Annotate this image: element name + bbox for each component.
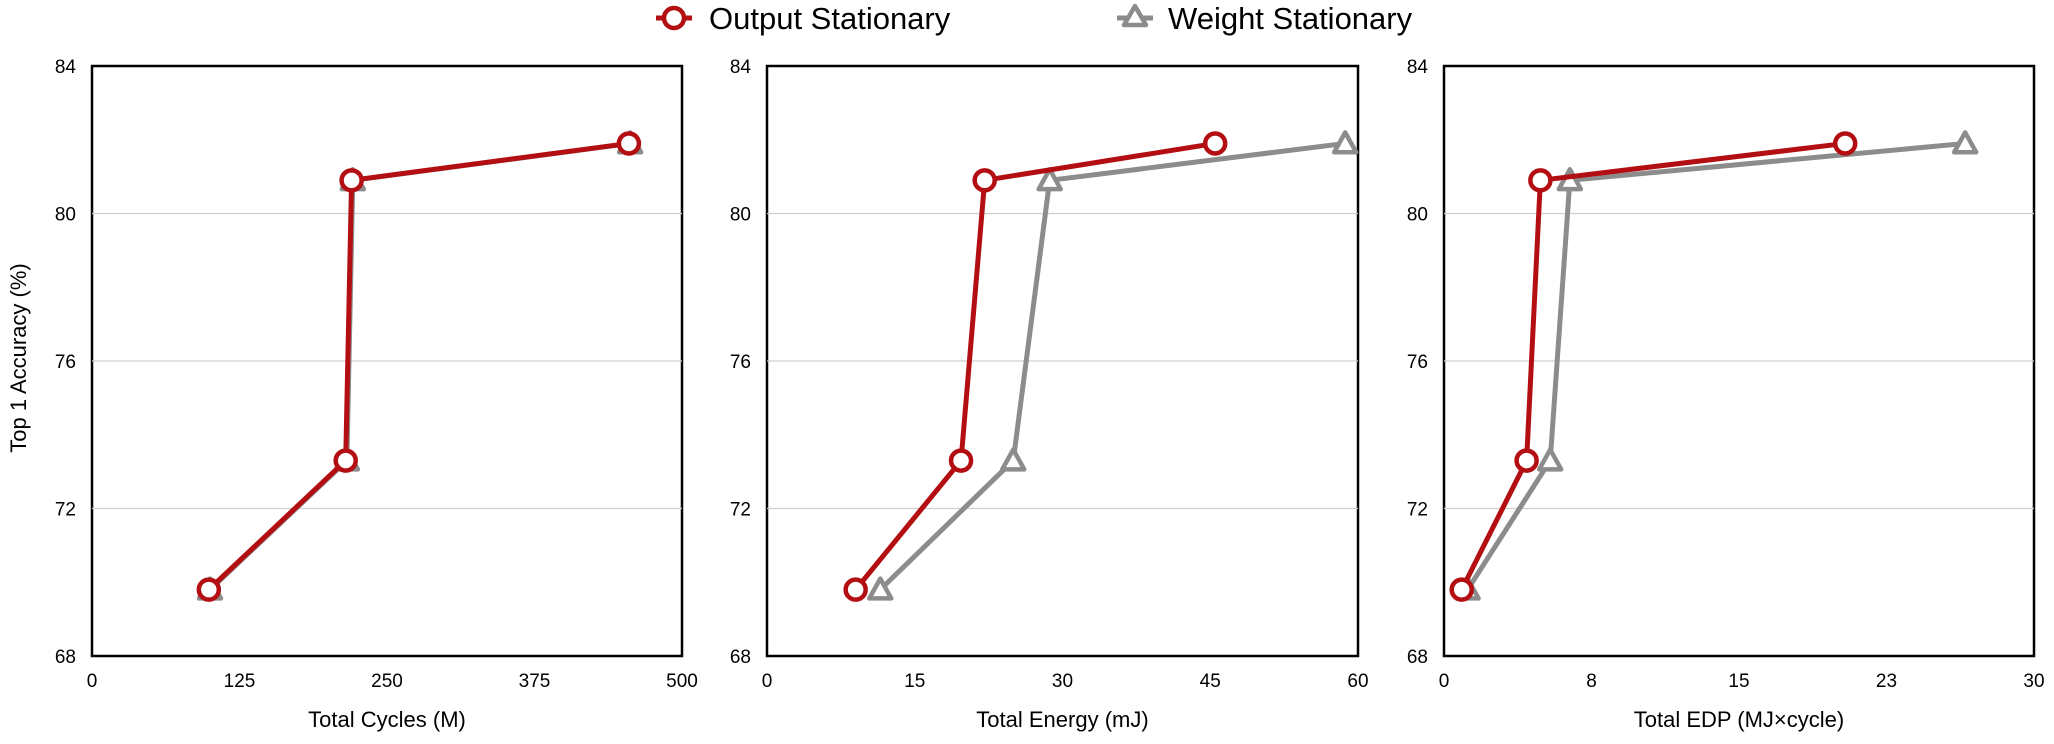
data-point bbox=[1449, 577, 1474, 602]
data-point bbox=[1528, 168, 1553, 193]
data-point bbox=[972, 168, 997, 193]
data-point bbox=[1951, 130, 1979, 155]
x-tick-label: 0 bbox=[87, 671, 98, 692]
series-output-stationary bbox=[1449, 131, 1858, 602]
data-point bbox=[1331, 130, 1359, 155]
y-tick-label: 76 bbox=[1407, 352, 1428, 373]
series-output-stationary bbox=[843, 131, 1228, 602]
x-tick-label: 30 bbox=[2023, 671, 2044, 692]
x-tick-label: 0 bbox=[1439, 671, 1450, 692]
x-tick-label: 125 bbox=[224, 671, 256, 692]
y-tick-label: 76 bbox=[730, 352, 751, 373]
series-line-weight-stationary bbox=[1465, 140, 1966, 591]
chart-panel-2: 68 72 76 80 84 0 15 30 45 60 Total Energy (mJ) bbox=[730, 57, 1369, 732]
data-point bbox=[333, 448, 358, 473]
data-point bbox=[1202, 131, 1228, 156]
x-tick-label: 45 bbox=[1200, 671, 1221, 692]
chart-panel-3: 68 72 76 80 84 0 8 15 23 30 Total EDP (MJ×cycle) bbox=[1407, 57, 2045, 732]
y-tick-label: 80 bbox=[1407, 205, 1428, 226]
data-point bbox=[1832, 131, 1858, 156]
x-tick-label: 375 bbox=[519, 671, 551, 692]
y-tick-label: 72 bbox=[1407, 500, 1428, 521]
x-axis-title: Total EDP (MJ×cycle) bbox=[1634, 707, 1844, 732]
chart-panel-1: 68 72 76 80 84 0 125 250 375 500 Total Cycles (M) bbox=[55, 57, 698, 732]
x-axis-title: Total Energy (mJ) bbox=[976, 707, 1148, 732]
x-tick-label: 15 bbox=[904, 671, 925, 692]
series-line-output-stationary bbox=[853, 140, 1216, 592]
data-point bbox=[1514, 448, 1539, 473]
y-tick-label: 72 bbox=[730, 500, 751, 521]
data-point bbox=[1536, 447, 1564, 472]
series-line-output-stationary bbox=[1459, 140, 1846, 591]
series-weight-stationary bbox=[867, 130, 1359, 601]
series-line-weight-stationary bbox=[878, 140, 1346, 592]
triangle-icon bbox=[1121, 3, 1149, 28]
data-point bbox=[339, 168, 364, 193]
y-tick-label: 80 bbox=[55, 205, 76, 226]
legend: Output Stationary Weight Stationary bbox=[656, 1, 1413, 36]
data-point bbox=[616, 131, 642, 156]
data-point bbox=[196, 577, 222, 602]
y-tick-label: 80 bbox=[730, 205, 751, 226]
y-tick-label: 76 bbox=[55, 352, 76, 373]
x-tick-label: 30 bbox=[1052, 671, 1073, 692]
y-tick-label: 84 bbox=[55, 57, 77, 78]
data-point bbox=[843, 577, 868, 602]
x-tick-label: 23 bbox=[1876, 671, 1897, 692]
series-line-output-stationary bbox=[207, 140, 630, 592]
legend-label-output-stationary: Output Stationary bbox=[709, 1, 951, 36]
legend-item-weight-stationary: Weight Stationary bbox=[1117, 1, 1413, 36]
x-tick-label: 250 bbox=[371, 671, 403, 692]
y-tick-label: 84 bbox=[1407, 57, 1429, 78]
x-axis-title: Total Cycles (M) bbox=[308, 707, 466, 732]
legend-label-weight-stationary: Weight Stationary bbox=[1168, 1, 1413, 36]
circle-icon bbox=[661, 5, 687, 31]
data-point bbox=[948, 448, 974, 473]
x-tick-label: 15 bbox=[1728, 671, 1749, 692]
x-tick-label: 500 bbox=[666, 671, 698, 692]
x-tick-label: 8 bbox=[1586, 671, 1597, 692]
data-point bbox=[1000, 447, 1027, 472]
data-point bbox=[867, 576, 894, 601]
series-output-stationary bbox=[196, 131, 642, 602]
y-tick-label: 84 bbox=[730, 57, 752, 78]
y-axis-title: Top 1 Accuracy (%) bbox=[6, 263, 31, 453]
y-tick-label: 68 bbox=[1407, 647, 1428, 668]
x-tick-label: 60 bbox=[1347, 671, 1368, 692]
legend-item-output-stationary: Output Stationary bbox=[656, 1, 951, 36]
y-tick-label: 68 bbox=[730, 647, 751, 668]
x-tick-label: 0 bbox=[762, 671, 773, 692]
data-point bbox=[1036, 167, 1063, 192]
y-tick-label: 68 bbox=[55, 647, 76, 668]
y-tick-label: 72 bbox=[55, 500, 76, 521]
